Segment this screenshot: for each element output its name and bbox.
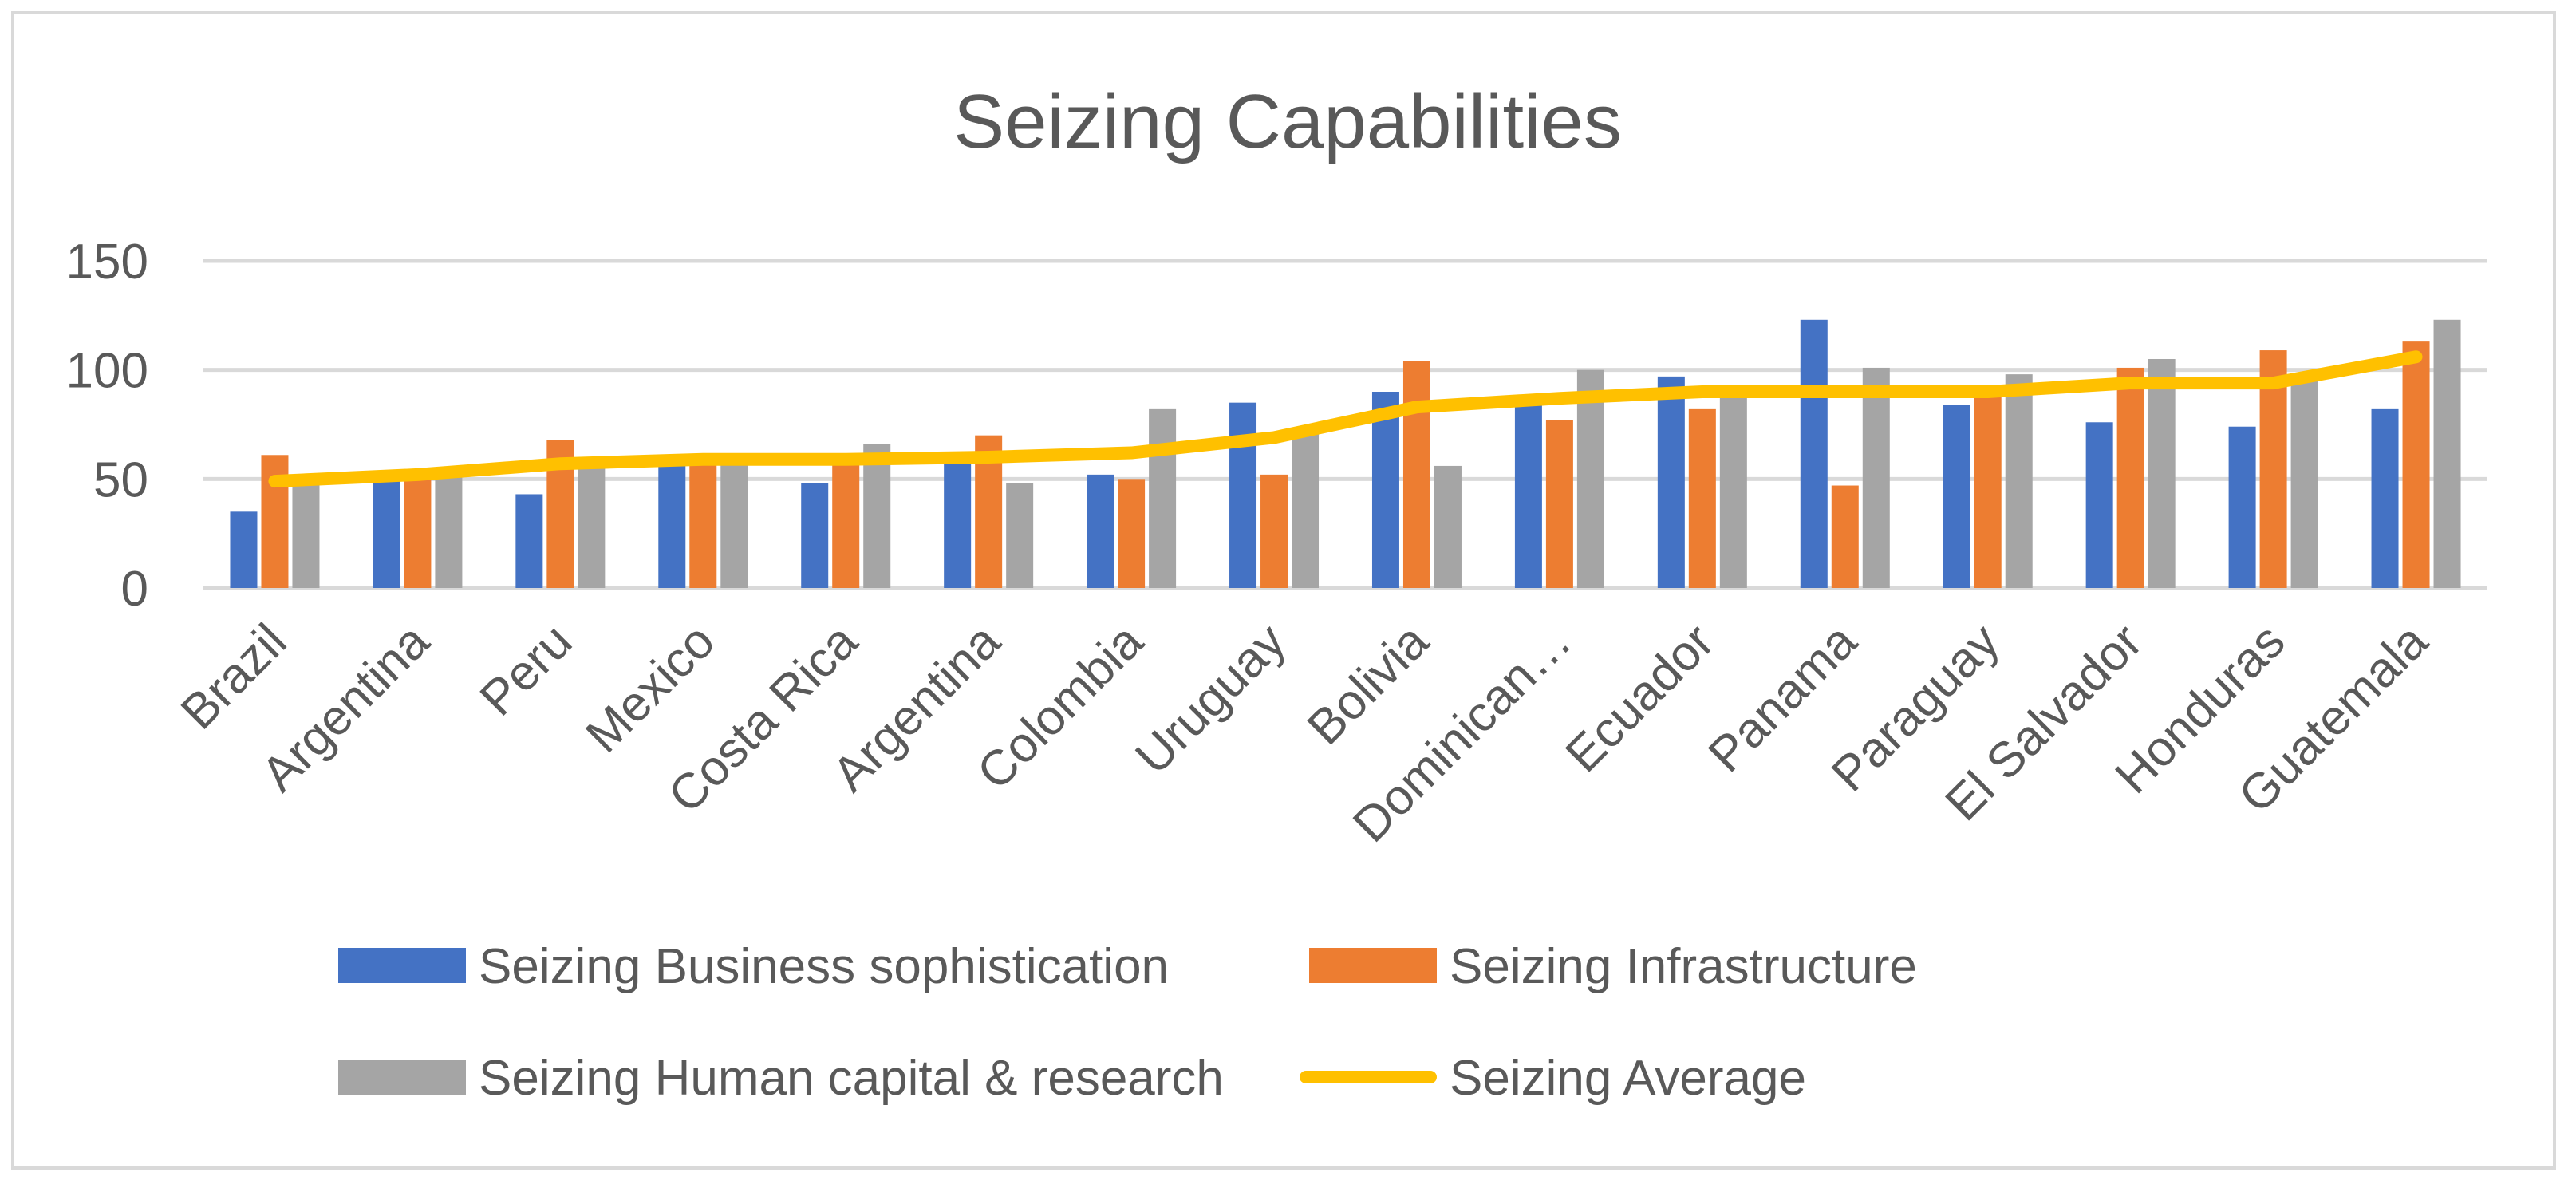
- average-line: [268, 350, 2423, 488]
- bar-3-11: [1719, 392, 1747, 588]
- legend-item: Seizing Infrastructure: [1309, 939, 1917, 994]
- bar-2-15: [2259, 350, 2287, 588]
- bar-1-4: [658, 465, 686, 588]
- x-tick-label: Ecuador: [1556, 614, 1725, 783]
- bar-1-3: [515, 494, 543, 588]
- bar-3-8: [1292, 431, 1320, 588]
- bar-2-7: [1118, 479, 1146, 588]
- bar-3-1: [292, 479, 320, 588]
- bar-1-9: [1371, 392, 1399, 588]
- bar-3-6: [1006, 483, 1034, 588]
- y-axis-ticks: 0 50 100 150: [66, 235, 148, 617]
- bar-2-9: [1402, 361, 1430, 588]
- bar-2-13: [1974, 396, 2002, 588]
- legend-label: Seizing Infrastructure: [1450, 939, 1917, 994]
- bar-2-11: [1688, 408, 1716, 588]
- y-tick-label: 50: [93, 452, 148, 507]
- y-tick-label: 100: [66, 344, 148, 399]
- legend-label: Seizing Human capital & research: [479, 1051, 1224, 1106]
- bar-layer: [230, 319, 2461, 588]
- bar-3-13: [2005, 374, 2033, 588]
- legend-label: Seizing Average: [1450, 1051, 1806, 1106]
- bar-2-16: [2402, 341, 2430, 588]
- bar-3-10: [1576, 369, 1604, 588]
- bar-3-14: [2148, 359, 2176, 588]
- bar-2-8: [1260, 474, 1288, 588]
- bar-2-14: [2116, 367, 2144, 588]
- bar-2-12: [1831, 485, 1859, 588]
- bar-1-8: [1229, 402, 1257, 588]
- bar-2-2: [404, 479, 432, 588]
- bar-3-4: [720, 461, 748, 588]
- bar-3-2: [435, 474, 463, 588]
- legend-swatch: [338, 1060, 466, 1095]
- y-tick-label: 0: [121, 562, 148, 617]
- bar-1-12: [1800, 319, 1828, 588]
- bar-3-7: [1149, 408, 1177, 588]
- bar-1-14: [2085, 422, 2113, 588]
- line-layer: [268, 350, 2423, 488]
- legend-item: Seizing Business sophistication: [338, 939, 1169, 994]
- legend-swatch: [338, 948, 466, 983]
- bar-1-16: [2371, 408, 2399, 588]
- legend-item: Seizing Average: [1300, 1051, 1806, 1106]
- x-tick-label: Uruguay: [1125, 614, 1296, 785]
- bar-2-5: [832, 461, 860, 588]
- bar-3-3: [578, 461, 606, 588]
- bar-3-12: [1862, 367, 1890, 588]
- chart-title: Seizing Capabilities: [953, 79, 1622, 164]
- legend-label: Seizing Business sophistication: [479, 939, 1169, 994]
- legend-swatch: [1309, 948, 1437, 983]
- y-tick-label: 150: [66, 235, 148, 290]
- bar-1-5: [801, 483, 829, 588]
- bar-1-15: [2228, 426, 2256, 588]
- bar-1-1: [230, 511, 258, 588]
- x-tick-label: Bolivia: [1297, 614, 1439, 756]
- bar-1-6: [944, 461, 972, 588]
- bar-1-13: [1943, 405, 1970, 588]
- bar-3-15: [2290, 374, 2318, 588]
- bar-1-11: [1657, 376, 1685, 588]
- legend-item: Seizing Human capital & research: [338, 1051, 1224, 1106]
- bar-1-7: [1087, 474, 1114, 588]
- bar-2-4: [689, 461, 717, 588]
- x-tick-label: Peru: [470, 614, 582, 726]
- x-tick-label: Brazil: [171, 614, 297, 740]
- legend: Seizing Business sophistication Seizing I…: [338, 939, 1917, 1106]
- bar-3-9: [1434, 465, 1462, 588]
- bar-3-5: [863, 444, 891, 588]
- bar-1-2: [373, 479, 400, 588]
- bar-3-16: [2433, 319, 2461, 588]
- bar-2-10: [1545, 420, 1573, 588]
- bar-1-10: [1514, 400, 1542, 588]
